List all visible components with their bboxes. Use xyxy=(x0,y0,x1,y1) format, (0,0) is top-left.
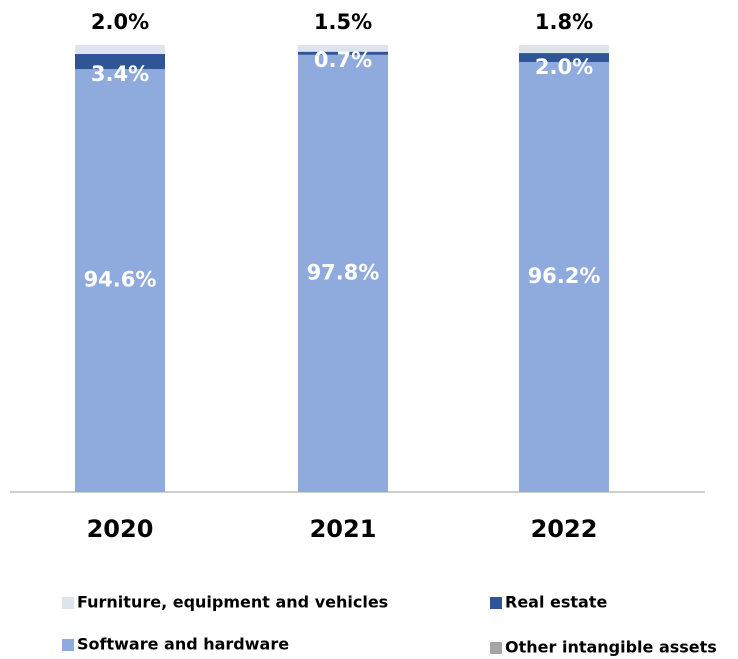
bar-segment xyxy=(519,61,609,493)
x-tick-label: 2021 xyxy=(310,515,377,543)
data-label: 1.5% xyxy=(314,10,372,34)
data-label: 2.0% xyxy=(535,55,593,79)
legend-label: Other intangible assets xyxy=(505,638,717,657)
bar-segment xyxy=(298,51,388,55)
data-label: 94.6% xyxy=(84,268,157,292)
data-label: 2.0% xyxy=(91,10,149,34)
data-label: 1.8% xyxy=(535,10,593,34)
legend-label: Real estate xyxy=(505,593,607,612)
data-label: 0.7% xyxy=(314,48,372,72)
legend-swatch xyxy=(62,597,74,609)
bar-segment xyxy=(75,45,165,54)
legend-swatch xyxy=(490,642,502,654)
x-tick-label: 2022 xyxy=(531,515,598,543)
bar-segment xyxy=(298,54,388,493)
legend-swatch xyxy=(490,597,502,609)
data-label: 96.2% xyxy=(528,264,601,288)
data-label: 3.4% xyxy=(91,62,149,86)
bar-segment xyxy=(519,53,609,62)
legend-label: Software and hardware xyxy=(77,635,289,654)
bar-segment xyxy=(75,53,165,70)
legend-label: Furniture, equipment and vehicles xyxy=(77,593,388,612)
legend-swatch xyxy=(62,639,74,651)
bar-segment xyxy=(298,45,388,52)
bar-segment xyxy=(519,45,609,54)
bar-segment xyxy=(75,69,165,492)
x-tick-label: 2020 xyxy=(87,515,154,543)
data-label: 97.8% xyxy=(307,260,380,284)
